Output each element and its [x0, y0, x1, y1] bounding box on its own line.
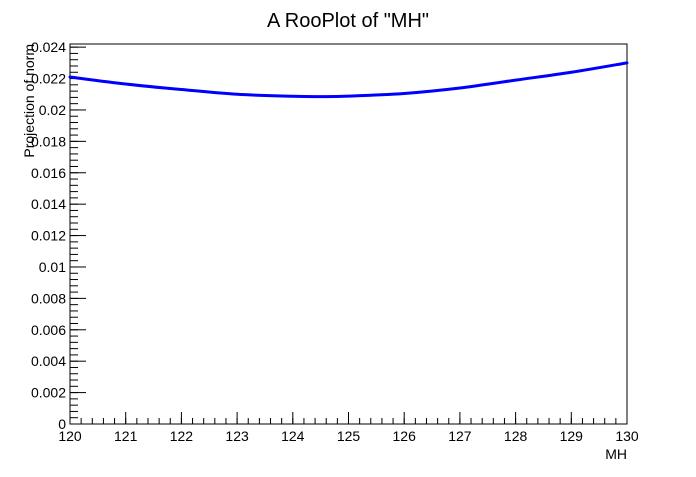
x-tick-label: 126: [393, 428, 417, 444]
x-tick-label: 125: [337, 428, 361, 444]
y-tick-label: 0.016: [31, 165, 66, 181]
y-tick-label: 0.004: [31, 353, 66, 369]
y-tick-label: 0.008: [31, 290, 66, 306]
x-axis-label: MH: [605, 446, 627, 462]
y-tick-label: 0.014: [31, 196, 66, 212]
x-axis: 120 121 122 123 124 125 126 127 128 129 130: [58, 412, 639, 444]
x-tick-label: 129: [560, 428, 584, 444]
x-tick-label: 124: [281, 428, 305, 444]
x-tick-label: 130: [615, 428, 639, 444]
y-tick-label: 0.012: [31, 228, 66, 244]
y-tick-label: 0.02: [39, 102, 66, 118]
y-axis-label: Projection of norm: [21, 44, 37, 158]
y-tick-label: 0.006: [31, 322, 66, 338]
y-tick-label: 0: [58, 416, 66, 432]
series-line: [68, 61, 629, 99]
y-tick-label: 0.018: [31, 133, 66, 149]
y-tick-label: 0.01: [39, 259, 66, 275]
y-axis: 0 0.002 0.004 0.006 0.008 0.01 0.012 0.014 0.016…: [31, 39, 86, 432]
x-tick-label: 123: [225, 428, 249, 444]
x-tick-label: 128: [504, 428, 528, 444]
x-tick-label: 121: [114, 428, 138, 444]
y-tick-label: 0.022: [31, 71, 66, 87]
y-tick-label: 0.002: [31, 385, 66, 401]
series-layer: [68, 61, 629, 99]
x-tick-label: 120: [58, 428, 82, 444]
x-tick-label: 127: [448, 428, 472, 444]
chart-title: A RooPlot of "MH": [267, 10, 429, 32]
x-tick-label: 122: [170, 428, 194, 444]
y-tick-label: 0.024: [31, 39, 66, 55]
